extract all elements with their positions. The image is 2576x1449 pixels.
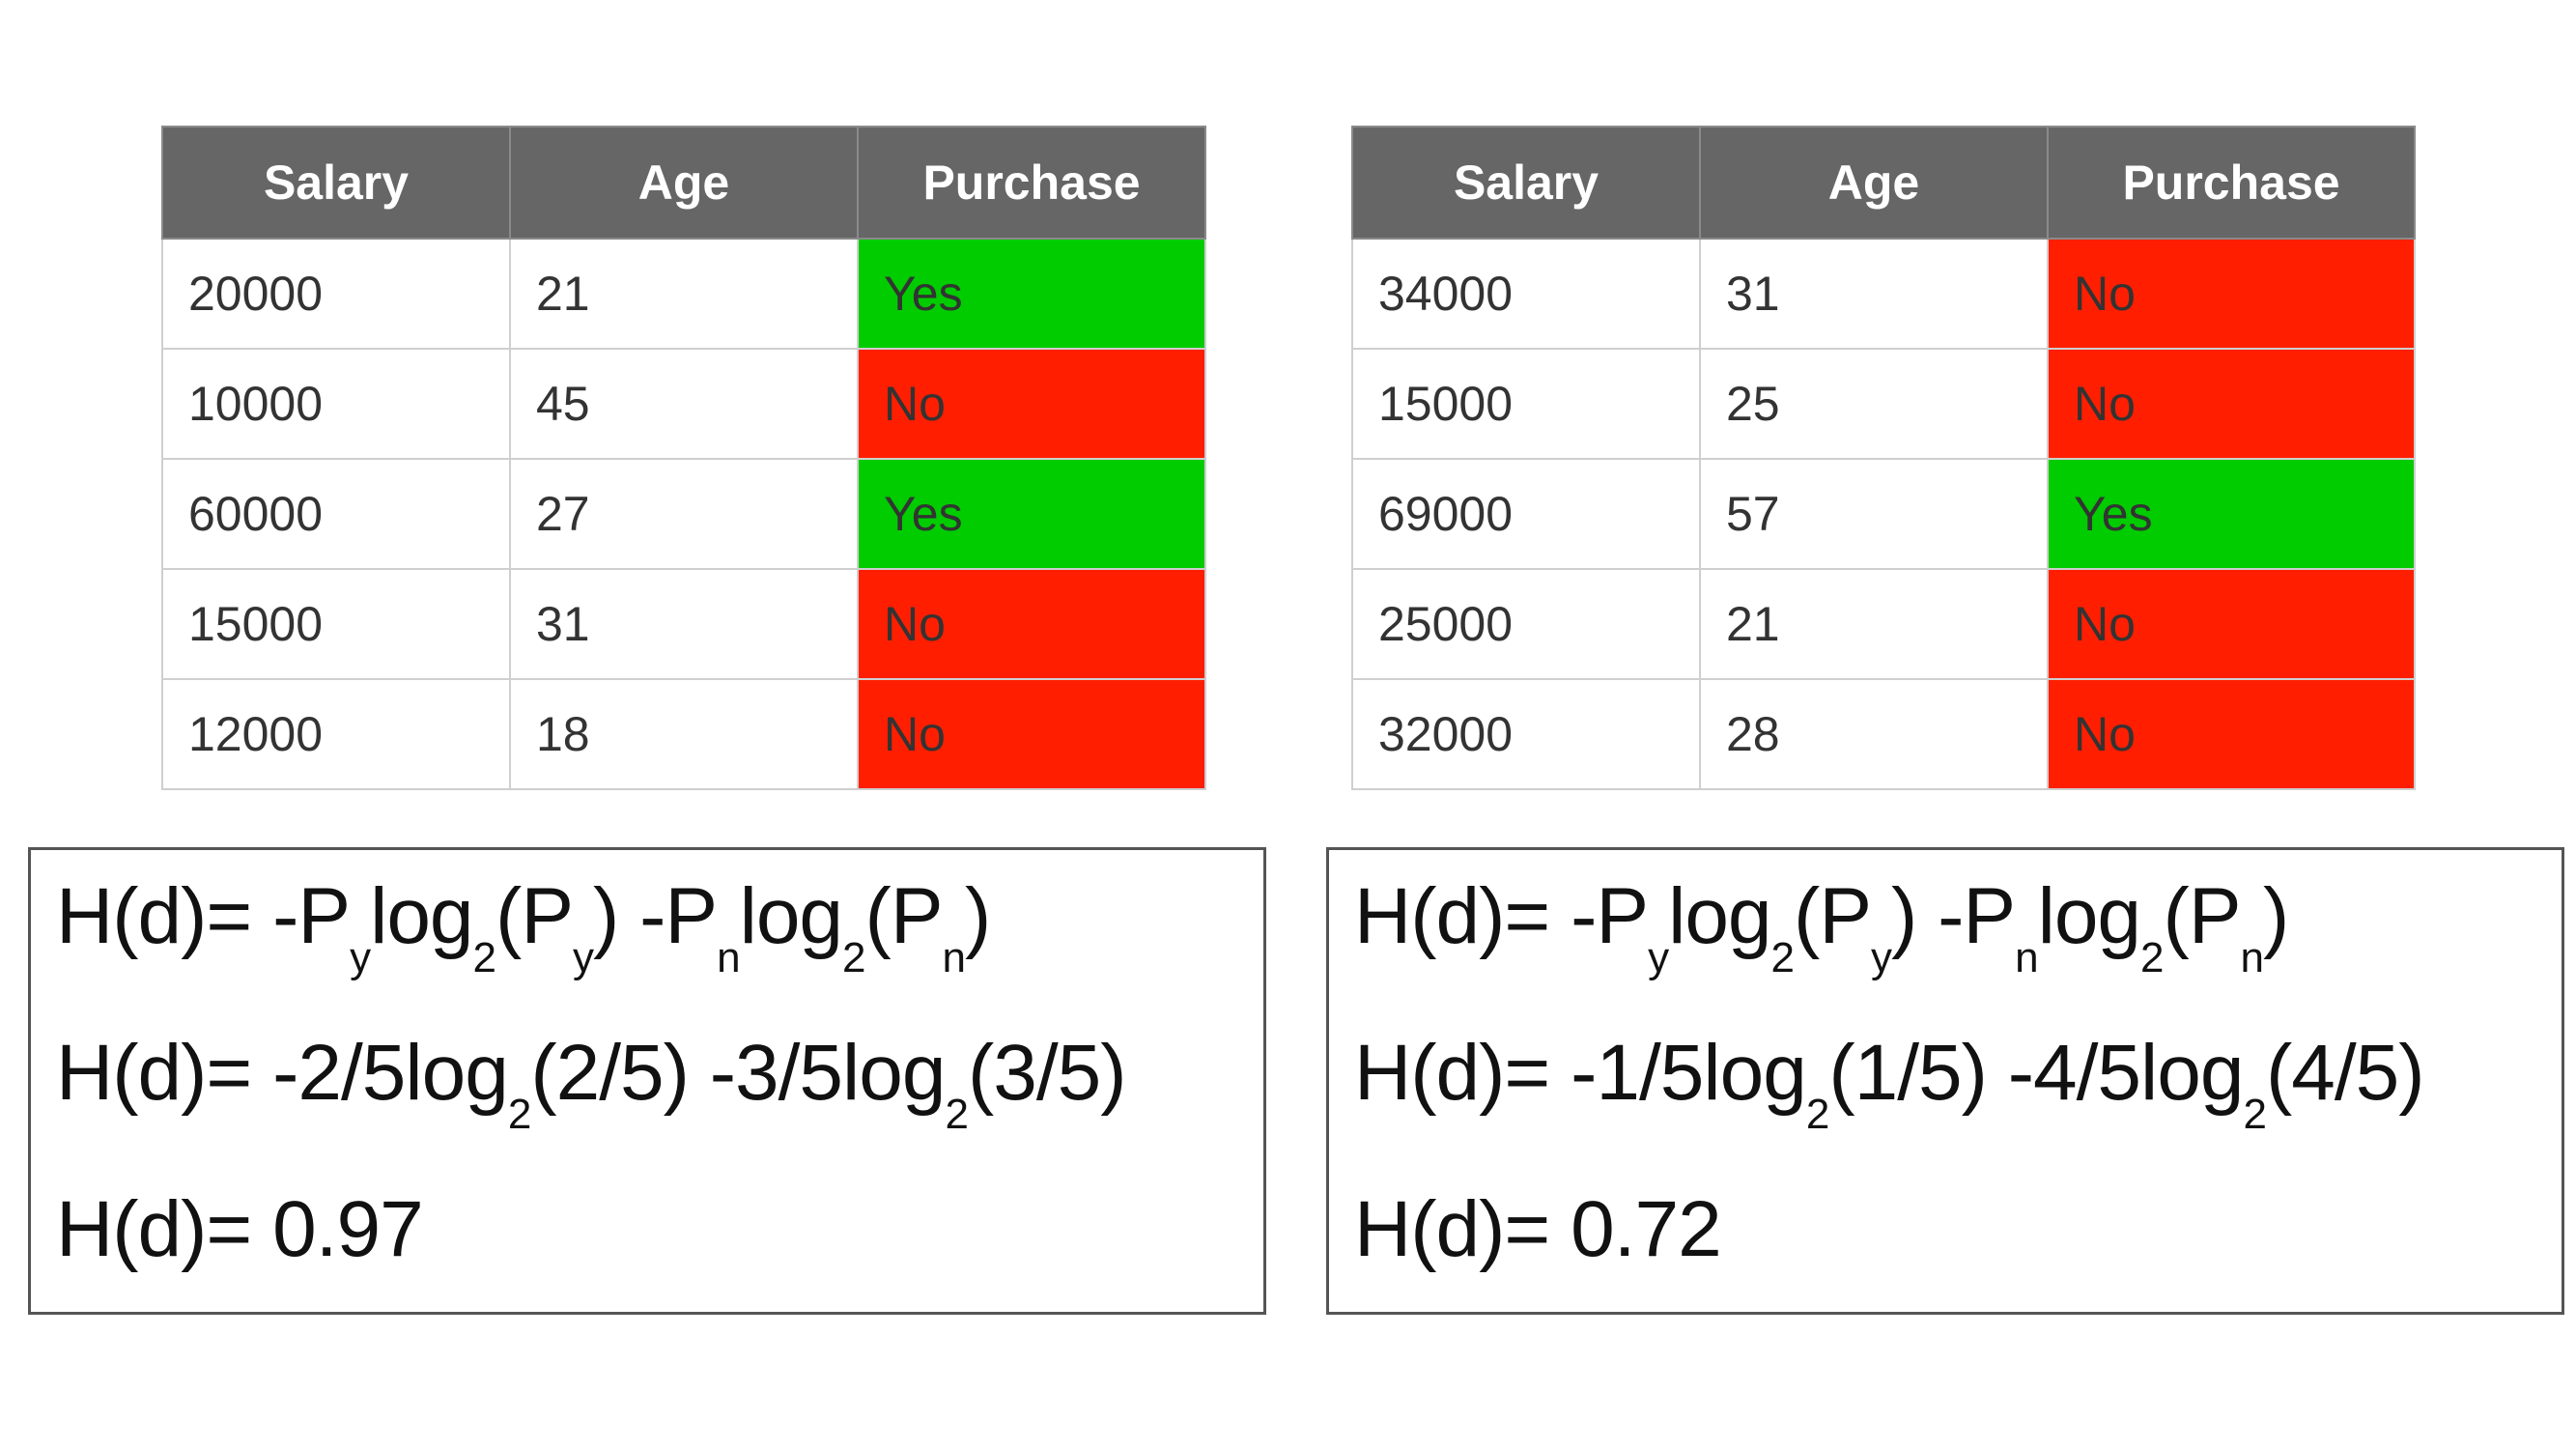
salary-cell: 60000 xyxy=(161,458,511,570)
formula-text: (P xyxy=(2163,872,2242,960)
table-row: 15000 25 No xyxy=(1351,348,2416,460)
table-row: 20000 21 Yes xyxy=(161,238,1206,350)
formula-text: log xyxy=(1668,872,1771,960)
table-row: 32000 28 No xyxy=(1351,678,2416,790)
column-header-age: Age xyxy=(1699,126,2049,240)
entropy-general-formula: H(d)= -Pylog2(Py) -Pnlog2(Pn) xyxy=(1354,877,2562,1034)
formula-text: ) xyxy=(2263,872,2289,960)
formula-subscript: y xyxy=(350,934,371,981)
formula-text: log xyxy=(739,872,843,960)
left-entropy-formula-box: H(d)= -Pylog2(Py) -Pnlog2(Pn) H(d)= -2/5… xyxy=(28,847,1266,1315)
formula-subscript: n xyxy=(717,934,741,981)
table-header-row: Salary Age Purchase xyxy=(1351,126,2416,240)
table-row: 10000 45 No xyxy=(161,348,1206,460)
entropy-result: H(d)= 0.97 xyxy=(56,1185,424,1273)
formula-text: log xyxy=(370,872,473,960)
purchase-cell: Yes xyxy=(857,458,1206,570)
formula-subscript: 2 xyxy=(2140,934,2165,981)
formula-text: ) -P xyxy=(1891,872,2016,960)
purchase-cell: Yes xyxy=(2047,458,2416,570)
salary-cell: 25000 xyxy=(1351,568,1701,680)
table-row: 12000 18 No xyxy=(161,678,1206,790)
formula-text: H(d)= -2/5log xyxy=(56,1029,509,1117)
salary-cell: 69000 xyxy=(1351,458,1701,570)
table-row: 25000 21 No xyxy=(1351,568,2416,680)
age-cell: 28 xyxy=(1699,678,2049,790)
column-header-purchase: Purchase xyxy=(2047,126,2416,240)
column-header-age: Age xyxy=(509,126,859,240)
salary-cell: 15000 xyxy=(161,568,511,680)
purchase-cell: No xyxy=(857,678,1206,790)
column-header-purchase: Purchase xyxy=(857,126,1206,240)
salary-cell: 12000 xyxy=(161,678,511,790)
right-data-table: Salary Age Purchase 34000 31 No 15000 25… xyxy=(1351,126,2416,790)
column-header-salary: Salary xyxy=(1351,126,1701,240)
formula-subscript: n xyxy=(2240,934,2265,981)
table-row: 69000 57 Yes xyxy=(1351,458,2416,570)
entropy-result: H(d)= 0.72 xyxy=(1354,1185,1722,1273)
salary-cell: 32000 xyxy=(1351,678,1701,790)
formula-subscript: 2 xyxy=(945,1091,969,1138)
salary-cell: 34000 xyxy=(1351,238,1701,350)
age-cell: 21 xyxy=(509,238,859,350)
left-data-table: Salary Age Purchase 20000 21 Yes 10000 4… xyxy=(161,126,1206,790)
formula-text: (P xyxy=(864,872,944,960)
formula-subscript: 2 xyxy=(1805,1091,1830,1138)
purchase-cell: No xyxy=(2047,348,2416,460)
formula-subscript: 2 xyxy=(472,934,497,981)
purchase-cell: Yes xyxy=(857,238,1206,350)
formula-text: H(d)= -P xyxy=(1354,872,1649,960)
table-header-row: Salary Age Purchase xyxy=(161,126,1206,240)
age-cell: 57 xyxy=(1699,458,2049,570)
formula-text: ) -P xyxy=(593,872,718,960)
purchase-cell: No xyxy=(2047,568,2416,680)
entropy-substituted-formula: H(d)= -2/5log2(2/5) -3/5log2(3/5) xyxy=(56,1034,1263,1190)
formula-subscript: y xyxy=(573,934,594,981)
formula-text: H(d)= -1/5log xyxy=(1354,1029,1807,1117)
salary-cell: 20000 xyxy=(161,238,511,350)
formula-subscript: 2 xyxy=(842,934,866,981)
formula-text: (2/5) -3/5log xyxy=(530,1029,946,1117)
purchase-cell: No xyxy=(2047,238,2416,350)
age-cell: 31 xyxy=(1699,238,2049,350)
salary-cell: 10000 xyxy=(161,348,511,460)
formula-subscript: 2 xyxy=(507,1091,532,1138)
age-cell: 31 xyxy=(509,568,859,680)
formula-text: (P xyxy=(495,872,574,960)
formula-text: log xyxy=(2037,872,2141,960)
formula-subscript: n xyxy=(2015,934,2039,981)
purchase-cell: No xyxy=(2047,678,2416,790)
formula-text: (4/5) xyxy=(2265,1029,2425,1117)
purchase-cell: No xyxy=(857,348,1206,460)
formula-subscript: n xyxy=(942,934,967,981)
table-row: 60000 27 Yes xyxy=(161,458,1206,570)
salary-cell: 15000 xyxy=(1351,348,1701,460)
age-cell: 27 xyxy=(509,458,859,570)
formula-text: H(d)= -P xyxy=(56,872,351,960)
age-cell: 45 xyxy=(509,348,859,460)
age-cell: 18 xyxy=(509,678,859,790)
age-cell: 21 xyxy=(1699,568,2049,680)
formula-text: (3/5) xyxy=(967,1029,1127,1117)
formula-subscript: y xyxy=(1871,934,1892,981)
formula-subscript: 2 xyxy=(2243,1091,2267,1138)
formula-text: ) xyxy=(965,872,991,960)
formula-text: (1/5) -4/5log xyxy=(1828,1029,2244,1117)
purchase-cell: No xyxy=(857,568,1206,680)
column-header-salary: Salary xyxy=(161,126,511,240)
right-entropy-formula-box: H(d)= -Pylog2(Py) -Pnlog2(Pn) H(d)= -1/5… xyxy=(1326,847,2564,1315)
entropy-substituted-formula: H(d)= -1/5log2(1/5) -4/5log2(4/5) xyxy=(1354,1034,2562,1190)
formula-text: (P xyxy=(1794,872,1872,960)
table-row: 15000 31 No xyxy=(161,568,1206,680)
age-cell: 25 xyxy=(1699,348,2049,460)
entropy-general-formula: H(d)= -Pylog2(Py) -Pnlog2(Pn) xyxy=(56,877,1263,1034)
formula-subscript: 2 xyxy=(1770,934,1796,981)
formula-subscript: y xyxy=(1648,934,1669,981)
table-row: 34000 31 No xyxy=(1351,238,2416,350)
